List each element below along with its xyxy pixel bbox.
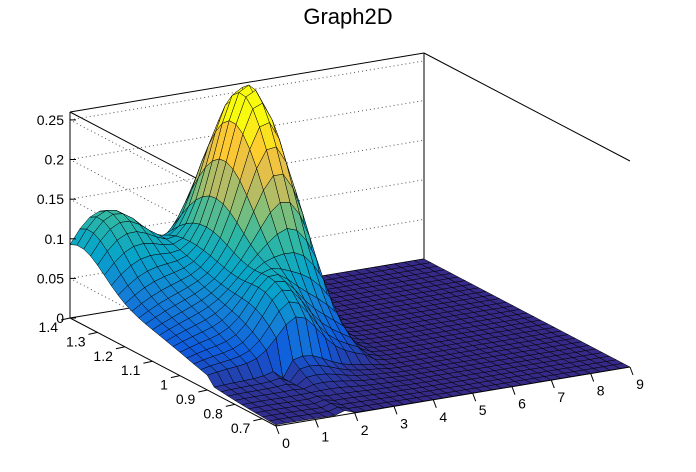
y-tick-label-7: 1.4	[39, 319, 59, 335]
x-tick-7	[550, 379, 555, 389]
y-tick-label-0: 0.7	[231, 420, 251, 436]
x-tick-label-7: 7	[557, 389, 565, 405]
x-tick-label-8: 8	[597, 383, 605, 399]
y-axis-line	[69, 317, 277, 427]
x-tick-5	[472, 393, 477, 402]
y-tick-4	[143, 360, 153, 364]
x-tick-label-9: 9	[636, 376, 644, 392]
x-tick-label-0: 0	[282, 435, 290, 451]
x-tick-8	[590, 373, 595, 382]
z-tick-label-2: 0.1	[45, 231, 65, 247]
y-tick-label-6: 1.3	[66, 333, 86, 349]
y-tick-1	[225, 403, 235, 407]
z-tick-label-3: 0.15	[37, 191, 64, 207]
y-tick-2	[198, 389, 208, 393]
x-tick-0	[275, 425, 280, 435]
x-tick-label-1: 1	[321, 428, 329, 444]
x-tick-label-5: 5	[479, 402, 487, 418]
y-tick-7	[60, 317, 71, 321]
box-top-back-edge	[69, 52, 425, 113]
y-tick-6	[88, 331, 98, 335]
z-tick-label-1: 0.05	[37, 270, 64, 286]
box-top-right-edge	[423, 52, 631, 162]
y-tick-label-4: 1.1	[121, 362, 141, 378]
z-tick-label-4: 0.2	[45, 152, 65, 168]
z-tick-label-0: 0	[56, 310, 64, 326]
y-tick-label-1: 0.8	[203, 405, 223, 421]
y-tick-label-2: 0.9	[176, 391, 196, 407]
y-tick-5	[115, 346, 126, 350]
x-tick-label-4: 4	[439, 409, 447, 425]
x-tick-6	[511, 386, 516, 395]
y-tick-3	[170, 375, 181, 379]
x-tick-3	[393, 406, 398, 415]
chart-title: Graph2D	[303, 4, 393, 29]
x-axis-line	[275, 366, 631, 427]
x-tick-label-3: 3	[400, 415, 408, 431]
x-tick-1	[314, 419, 319, 428]
y-tick-0	[253, 418, 263, 422]
y-tick-label-3: 1	[160, 377, 168, 393]
x-tick-4	[432, 399, 437, 408]
x-tick-label-6: 6	[518, 396, 526, 412]
z-grid-left-4	[69, 159, 277, 268]
x-tick-label-2: 2	[361, 422, 369, 438]
z-grid-left-5	[69, 119, 277, 229]
z-tick-label-5: 0.25	[37, 112, 64, 128]
x-tick-2	[354, 412, 359, 422]
y-tick-label-5: 1.2	[93, 348, 113, 364]
x-tick-9	[629, 366, 634, 376]
